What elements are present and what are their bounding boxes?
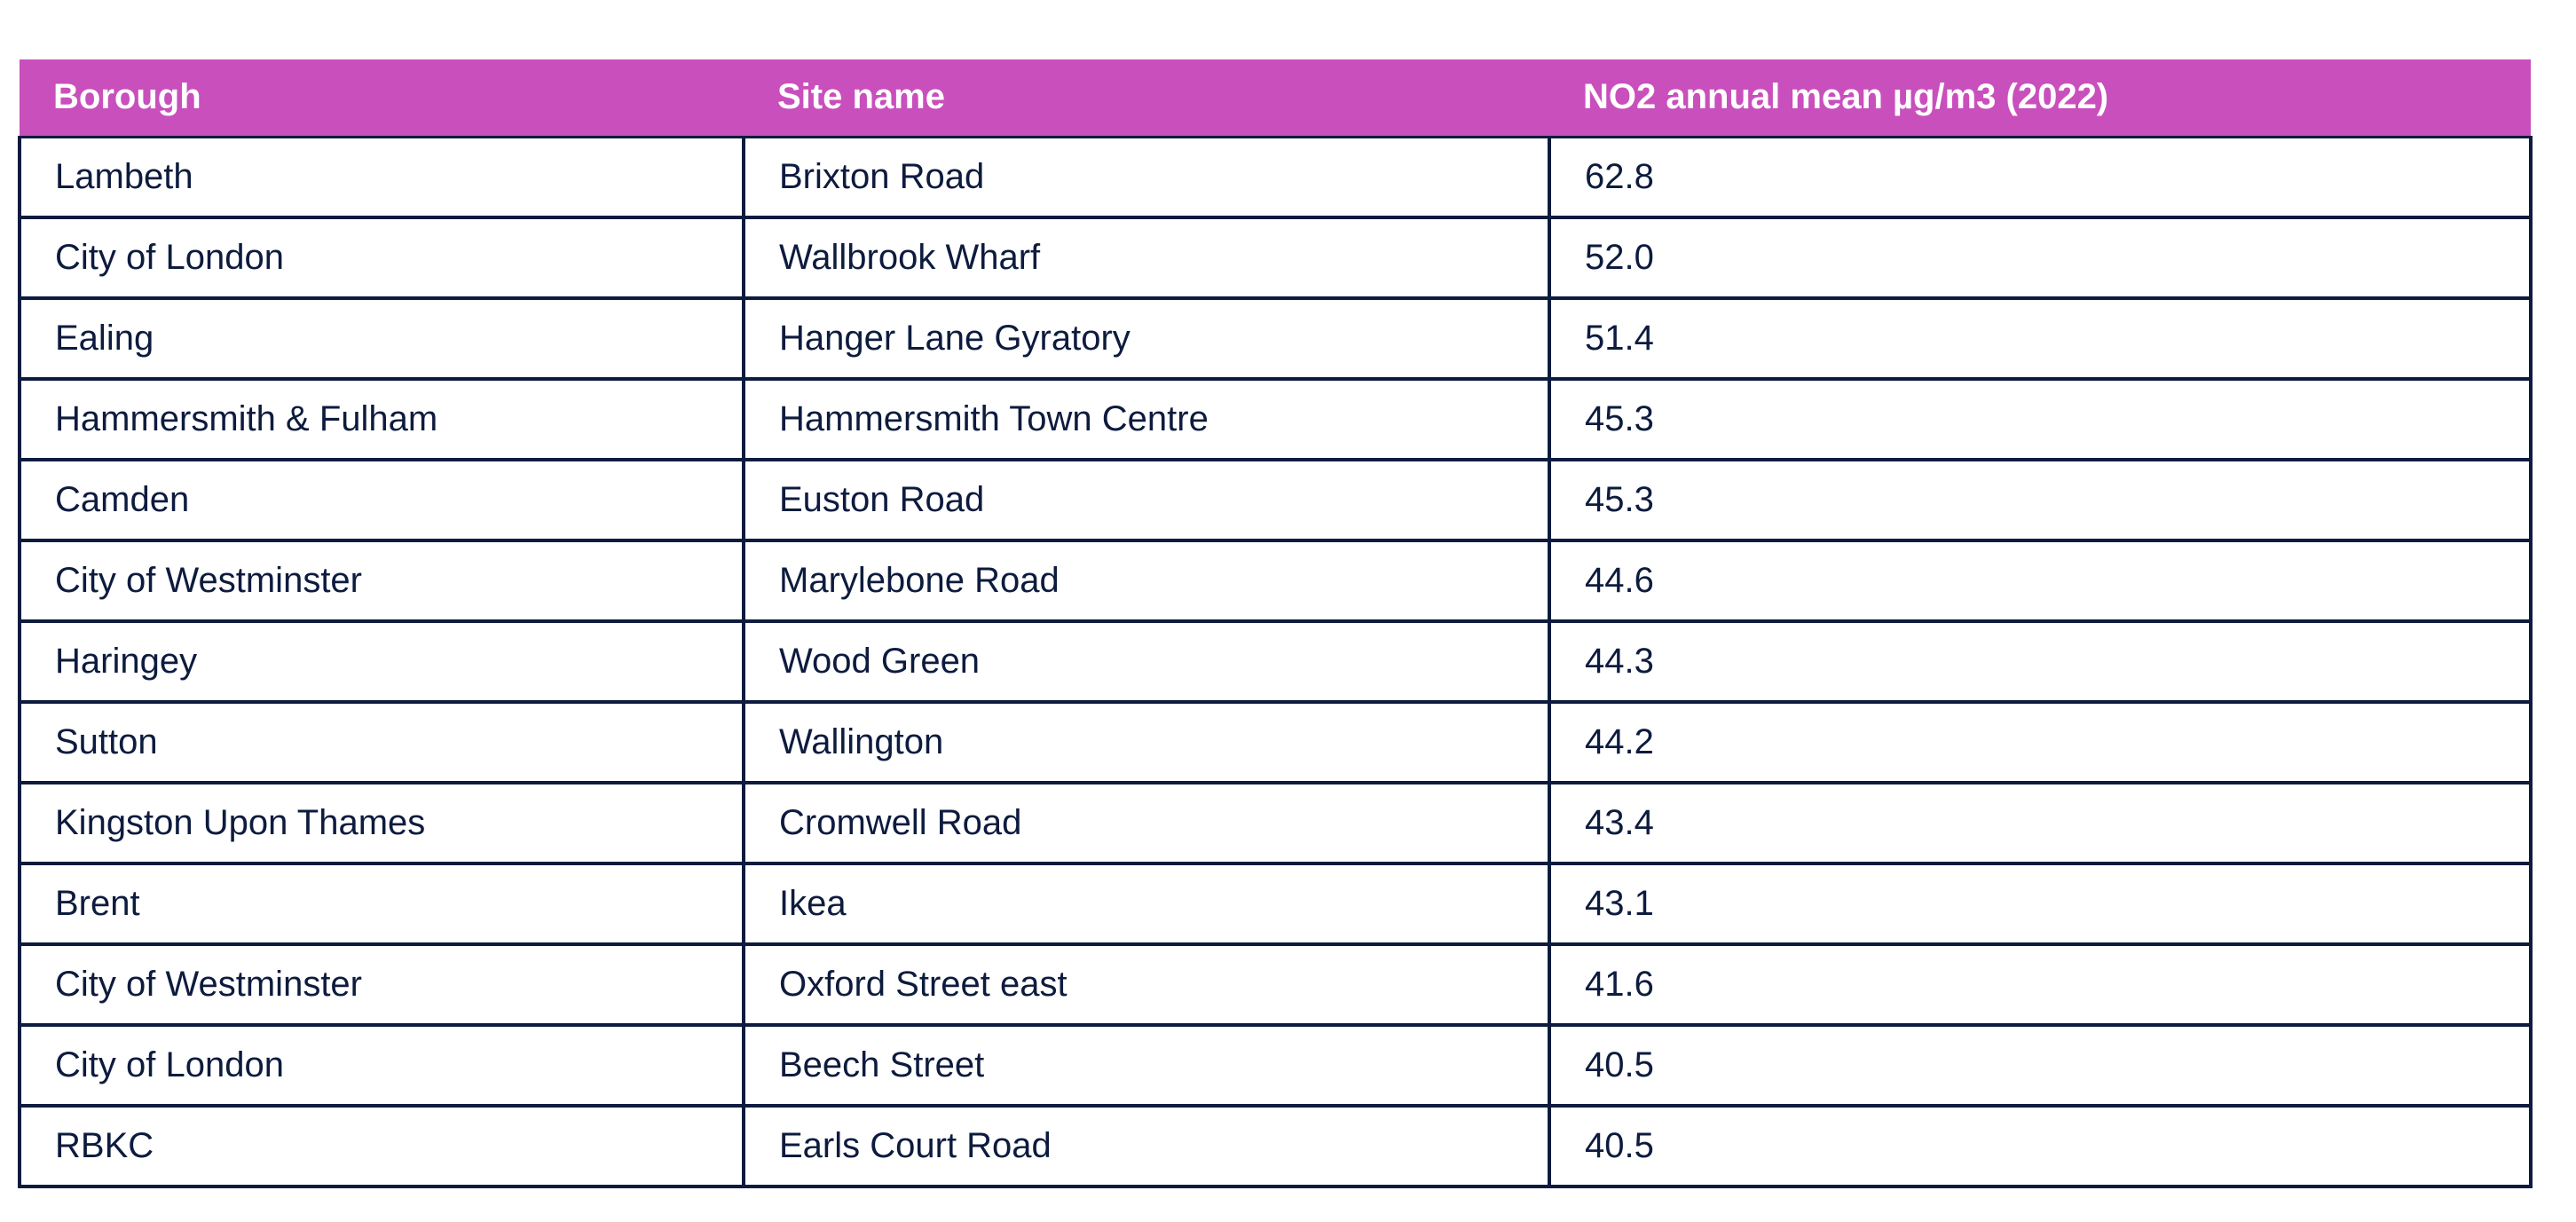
cell-site-name: Brixton Road xyxy=(742,135,1551,219)
table-row: Lambeth Brixton Road 62.8 xyxy=(18,135,2533,219)
cell-no2-value: 41.6 xyxy=(1548,942,2533,1027)
cell-site-name: Cromwell Road xyxy=(742,781,1551,865)
no2-table-container: Borough Site name NO2 annual mean µg/m3 … xyxy=(18,59,2533,1188)
cell-borough: City of London xyxy=(18,1023,745,1108)
table-row: RBKC Earls Court Road 40.5 xyxy=(18,1104,2533,1188)
cell-site-name: Earls Court Road xyxy=(742,1104,1551,1188)
cell-borough: Camden xyxy=(18,458,745,542)
header-row: Borough Site name NO2 annual mean µg/m3 … xyxy=(20,59,2531,137)
table-row: Hammersmith & Fulham Hammersmith Town Ce… xyxy=(18,377,2533,461)
table-row: Sutton Wallington 44.2 xyxy=(18,700,2533,784)
no2-table: Borough Site name NO2 annual mean µg/m3 … xyxy=(18,59,2533,1188)
table-row: Haringey Wood Green 44.3 xyxy=(18,619,2533,704)
cell-borough: Lambeth xyxy=(18,135,745,219)
cell-borough: City of Westminster xyxy=(18,539,745,623)
table-row: City of Westminster Oxford Street east 4… xyxy=(18,942,2533,1027)
cell-no2-value: 40.5 xyxy=(1548,1023,2533,1108)
table-row: Kingston Upon Thames Cromwell Road 43.4 xyxy=(18,781,2533,865)
table-row: Brent Ikea 43.1 xyxy=(18,862,2533,946)
cell-borough: Ealing xyxy=(18,296,745,381)
table-body: Lambeth Brixton Road 62.8 City of London… xyxy=(18,135,2533,1188)
cell-site-name: Hanger Lane Gyratory xyxy=(742,296,1551,381)
cell-site-name: Wallbrook Wharf xyxy=(742,216,1551,300)
table-row: City of Westminster Marylebone Road 44.6 xyxy=(18,539,2533,623)
cell-site-name: Marylebone Road xyxy=(742,539,1551,623)
cell-site-name: Beech Street xyxy=(742,1023,1551,1108)
cell-borough: City of Westminster xyxy=(18,942,745,1027)
cell-no2-value: 44.3 xyxy=(1548,619,2533,704)
cell-no2-value: 43.4 xyxy=(1548,781,2533,865)
cell-no2-value: 40.5 xyxy=(1548,1104,2533,1188)
cell-site-name: Euston Road xyxy=(742,458,1551,542)
cell-no2-value: 62.8 xyxy=(1548,135,2533,219)
cell-no2-value: 45.3 xyxy=(1548,377,2533,461)
column-header-borough: Borough xyxy=(53,77,201,117)
cell-site-name: Wood Green xyxy=(742,619,1551,704)
column-header-no2-annual-mean: NO2 annual mean µg/m3 (2022) xyxy=(1583,77,2109,117)
cell-site-name: Wallington xyxy=(742,700,1551,784)
cell-borough: Sutton xyxy=(18,700,745,784)
cell-no2-value: 44.6 xyxy=(1548,539,2533,623)
cell-no2-value: 44.2 xyxy=(1548,700,2533,784)
table-header: Borough Site name NO2 annual mean µg/m3 … xyxy=(20,59,2531,137)
cell-borough: City of London xyxy=(18,216,745,300)
table-row: Ealing Hanger Lane Gyratory 51.4 xyxy=(18,296,2533,381)
column-header-site-name: Site name xyxy=(777,77,945,117)
table-row: City of London Beech Street 40.5 xyxy=(18,1023,2533,1108)
cell-site-name: Hammersmith Town Centre xyxy=(742,377,1551,461)
cell-borough: Hammersmith & Fulham xyxy=(18,377,745,461)
table-row: City of London Wallbrook Wharf 52.0 xyxy=(18,216,2533,300)
cell-no2-value: 43.1 xyxy=(1548,862,2533,946)
cell-no2-value: 51.4 xyxy=(1548,296,2533,381)
table-row: Camden Euston Road 45.3 xyxy=(18,458,2533,542)
cell-borough: Kingston Upon Thames xyxy=(18,781,745,865)
cell-no2-value: 45.3 xyxy=(1548,458,2533,542)
cell-borough: Haringey xyxy=(18,619,745,704)
cell-site-name: Ikea xyxy=(742,862,1551,946)
cell-site-name: Oxford Street east xyxy=(742,942,1551,1027)
cell-no2-value: 52.0 xyxy=(1548,216,2533,300)
cell-borough: Brent xyxy=(18,862,745,946)
cell-borough: RBKC xyxy=(18,1104,745,1188)
